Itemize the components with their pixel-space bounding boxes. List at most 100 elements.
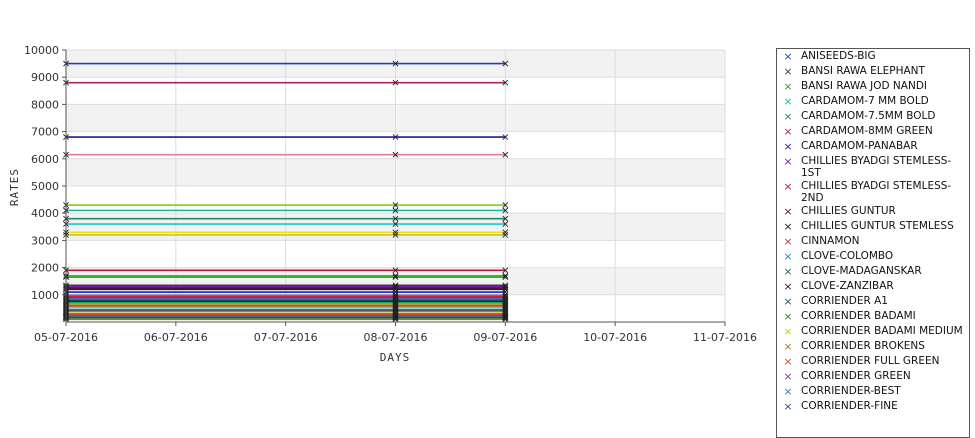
legend-label: CLOVE-MADAGANSKAR — [801, 265, 922, 277]
data-point — [392, 306, 399, 313]
data-point — [392, 309, 399, 316]
x-tick-label: 10-07-2016 — [583, 331, 647, 344]
y-tick-label: 6000 — [31, 153, 59, 166]
data-point — [502, 134, 509, 140]
y-tick-label: 9000 — [31, 71, 59, 84]
data-point — [392, 229, 399, 236]
legend-item: × BANSI RAWA ELEPHANT — [777, 64, 969, 79]
legend-label: CLOVE-ZANZIBAR — [801, 280, 894, 292]
data-point — [502, 60, 509, 67]
y-axis-title: RATES — [8, 168, 21, 206]
data-point — [502, 286, 509, 293]
legend-item: × CARDAMOM-8MM GREEN — [777, 124, 969, 139]
legend-item: × CORRIENDER GREEN — [777, 369, 969, 384]
legend-label: CORRIENDER A1 — [801, 295, 888, 307]
legend-label: ANISEEDS-BIG — [801, 50, 876, 62]
data-point — [502, 267, 509, 274]
legend-marker-icon: × — [783, 205, 793, 218]
data-point — [392, 79, 399, 86]
data-point — [392, 207, 399, 214]
legend-marker-icon: × — [783, 280, 793, 293]
legend-marker-icon: × — [783, 235, 793, 248]
y-tick-label: 10000 — [24, 44, 59, 57]
data-point — [502, 294, 509, 301]
y-tick-label: 8000 — [31, 98, 59, 111]
legend-label: CHILLIES GUNTUR STEMLESS — [801, 220, 954, 232]
x-axis-ticks: 05-07-2016 06-07-2016 07-07-2016 08-07-2016… — [34, 322, 757, 344]
y-tick-label: 5000 — [31, 180, 59, 193]
legend-item: × CHILLIES BYADGI STEMLESS-1ST — [777, 154, 969, 179]
legend-marker-icon: × — [783, 140, 793, 153]
data-point — [392, 314, 399, 321]
data-point — [392, 294, 399, 301]
data-point — [502, 309, 509, 316]
legend-marker-icon: × — [783, 125, 793, 138]
legend: × ANISEEDS-BIG × BANSI RAWA ELEPHANT × BANSI … — [776, 48, 970, 438]
data-point — [392, 274, 399, 281]
data-point — [392, 291, 399, 298]
data-point — [392, 267, 399, 274]
y-tick-label: 1000 — [31, 289, 59, 302]
data-point — [502, 293, 509, 300]
legend-marker-icon: × — [783, 400, 793, 413]
legend-label: CORRIENDER FULL GREEN — [801, 355, 940, 367]
data-point — [392, 151, 399, 158]
legend-item: × CORRIENDER BADAMI — [777, 309, 969, 324]
x-tick-label: 07-07-2016 — [254, 331, 318, 344]
legend-item: × BANSI RAWA JOD NANDI — [777, 79, 969, 94]
y-axis-ticks: 1000 2000 3000 4000 5000 6000 7000 8000 9000 1000… — [24, 44, 66, 302]
legend-marker-icon: × — [783, 180, 793, 193]
legend-item: × CORRIENDER-FINE — [777, 399, 969, 414]
legend-marker-icon: × — [783, 220, 793, 233]
legend-marker-icon: × — [783, 265, 793, 278]
data-point — [392, 308, 399, 315]
legend-marker-icon: × — [783, 155, 793, 168]
legend-item: × CLOVE-ZANZIBAR — [777, 279, 969, 294]
data-point — [392, 286, 399, 293]
data-point — [392, 134, 399, 140]
legend-item: × ANISEEDS-BIG — [777, 49, 969, 64]
legend-item: × CHILLIES GUNTUR — [777, 204, 969, 219]
y-tick-label: 7000 — [31, 126, 59, 139]
x-tick-label: 08-07-2016 — [364, 331, 428, 344]
legend-label: CARDAMOM-7 MM BOLD — [801, 95, 929, 107]
legend-marker-icon: × — [783, 110, 793, 123]
data-point — [502, 291, 509, 298]
data-point — [502, 151, 509, 158]
x-axis-title: DAYS — [380, 351, 411, 364]
legend-item: × CARDAMOM-7 MM BOLD — [777, 94, 969, 109]
data-point — [502, 283, 509, 290]
line-chart: 1000 2000 3000 4000 5000 6000 7000 8000 9000 1000… — [8, 44, 757, 364]
legend-item: × CHILLIES GUNTUR STEMLESS — [777, 219, 969, 234]
data-point — [392, 232, 399, 238]
y-tick-label: 3000 — [31, 234, 59, 247]
legend-marker-icon: × — [783, 325, 793, 338]
x-tick-label: 11-07-2016 — [693, 331, 757, 344]
data-point — [502, 272, 509, 279]
data-point — [502, 207, 509, 214]
y-tick-label: 4000 — [31, 207, 59, 220]
legend-label: CORRIENDER BROKENS — [801, 340, 925, 352]
legend-item: × CORRIENDER A1 — [777, 294, 969, 309]
x-tick-label: 05-07-2016 — [34, 331, 98, 344]
legend-item: × CARDAMOM-PANABAR — [777, 139, 969, 154]
data-point — [392, 272, 399, 279]
x-tick-label: 09-07-2016 — [473, 331, 537, 344]
legend-label: CARDAMOM-8MM GREEN — [801, 125, 933, 137]
data-point — [392, 215, 399, 222]
data-point — [392, 283, 399, 290]
legend-label: CLOVE-COLOMBO — [801, 250, 894, 262]
x-tick-label: 06-07-2016 — [144, 331, 208, 344]
legend-item: × CORRIENDER FULL GREEN — [777, 354, 969, 369]
data-point — [392, 202, 399, 208]
data-point — [502, 221, 509, 227]
legend-item: × CINNAMON — [777, 234, 969, 249]
data-point — [392, 60, 399, 67]
legend-label: CORRIENDER GREEN — [801, 370, 911, 382]
data-point — [502, 215, 509, 222]
data-point — [502, 79, 509, 86]
legend-marker-icon: × — [783, 65, 793, 78]
legend-marker-icon: × — [783, 355, 793, 368]
legend-marker-icon: × — [783, 340, 793, 353]
data-point — [392, 293, 399, 300]
